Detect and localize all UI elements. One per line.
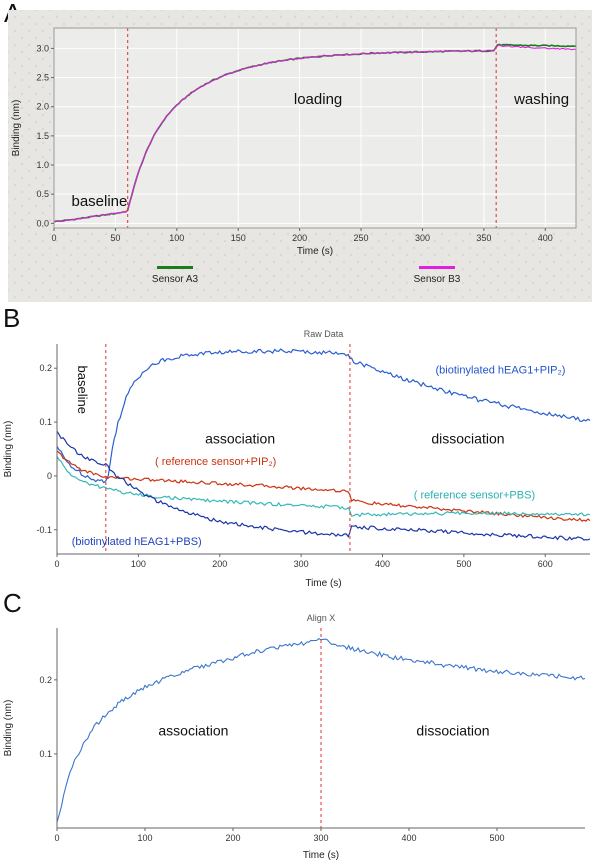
svg-text:0.0: 0.0: [36, 218, 49, 228]
svg-text:400: 400: [375, 559, 390, 569]
legend-label-sensor-b3: Sensor B3: [413, 274, 461, 285]
svg-text:600: 600: [538, 559, 553, 569]
svg-text:0: 0: [54, 559, 59, 569]
legend-item-sensor-a3: Sensor A3: [125, 262, 225, 285]
svg-text:loading: loading: [294, 91, 342, 108]
svg-text:150: 150: [231, 233, 246, 243]
sensor-b3-line-swatch: [419, 266, 455, 269]
legend-label-sensor-a3: Sensor A3: [151, 274, 199, 285]
svg-text:200: 200: [212, 559, 227, 569]
svg-text:( reference sensor+PIP₂): ( reference sensor+PIP₂): [155, 456, 276, 468]
panel-a-chart: 0 50 100 150 200 250 300 350 400 0.0 0.5 1.0 1.5 2.0 2…: [11, 27, 577, 257]
svg-text:300: 300: [415, 233, 430, 243]
svg-text:100: 100: [137, 833, 152, 843]
svg-text:association: association: [205, 431, 275, 447]
svg-text:100: 100: [131, 559, 146, 569]
svg-text:(biotinylated hEAG1+PBS): (biotinylated hEAG1+PBS): [72, 536, 202, 548]
svg-text:Binding (nm): Binding (nm): [11, 100, 22, 157]
svg-text:Raw Data: Raw Data: [304, 329, 344, 339]
svg-text:0.1: 0.1: [39, 417, 52, 427]
svg-text:dissociation: dissociation: [431, 431, 504, 447]
svg-text:1.0: 1.0: [36, 160, 49, 170]
panel-a: 0 50 100 150 200 250 300 350 400 0.0 0.5 1.0 1.5 2.0 2…: [8, 10, 592, 302]
svg-text:100: 100: [169, 233, 184, 243]
legend: Sensor A3 Sensor B3: [8, 258, 592, 302]
svg-text:400: 400: [401, 833, 416, 843]
panel-b-label: B: [3, 303, 21, 333]
panel-b-chart: 0 100 200 300 400 500 600 -0.1 0 0.1 0.2 Raw Data Ti…: [3, 329, 590, 589]
svg-text:baseline: baseline: [71, 193, 127, 210]
svg-text:baseline: baseline: [75, 366, 90, 414]
svg-text:200: 200: [292, 233, 307, 243]
svg-text:300: 300: [313, 833, 328, 843]
svg-text:400: 400: [538, 233, 553, 243]
svg-text:0.2: 0.2: [39, 675, 52, 685]
svg-text:2.5: 2.5: [36, 73, 49, 83]
svg-text:( reference sensor+PBS): ( reference sensor+PBS): [414, 490, 535, 502]
svg-text:washing: washing: [513, 91, 569, 108]
panel-c-label: C: [3, 588, 22, 618]
svg-text:300: 300: [294, 559, 309, 569]
legend-item-sensor-b3: Sensor B3: [387, 262, 487, 285]
svg-text:dissociation: dissociation: [416, 722, 489, 738]
sensor-a3-line-swatch: [157, 266, 193, 269]
svg-text:2.0: 2.0: [36, 102, 49, 112]
svg-text:0.2: 0.2: [39, 363, 52, 373]
svg-text:-0.1: -0.1: [36, 525, 52, 535]
svg-text:500: 500: [489, 833, 504, 843]
svg-text:0: 0: [51, 233, 56, 243]
svg-text:500: 500: [456, 559, 471, 569]
svg-text:Time (s): Time (s): [297, 246, 333, 257]
svg-text:(biotinylated hEAG1+PIP₂): (biotinylated hEAG1+PIP₂): [436, 365, 566, 377]
svg-text:50: 50: [110, 233, 120, 243]
svg-text:Time (s): Time (s): [303, 850, 339, 861]
svg-text:0.5: 0.5: [36, 189, 49, 199]
svg-text:250: 250: [354, 233, 369, 243]
panel-c-chart: 0 100 200 300 400 500 0.1 0.2 Align X Time (s) Bin…: [3, 613, 585, 861]
svg-text:Binding (nm): Binding (nm): [3, 421, 14, 478]
svg-text:association: association: [158, 722, 228, 738]
svg-text:0: 0: [47, 471, 52, 481]
svg-text:Align X: Align X: [307, 613, 336, 623]
svg-text:350: 350: [476, 233, 491, 243]
svg-text:3.0: 3.0: [36, 43, 49, 53]
svg-text:200: 200: [225, 833, 240, 843]
svg-text:0.1: 0.1: [39, 749, 52, 759]
svg-text:Time (s): Time (s): [305, 578, 341, 589]
svg-text:Binding (nm): Binding (nm): [3, 700, 14, 757]
svg-text:1.5: 1.5: [36, 131, 49, 141]
svg-text:0: 0: [54, 833, 59, 843]
